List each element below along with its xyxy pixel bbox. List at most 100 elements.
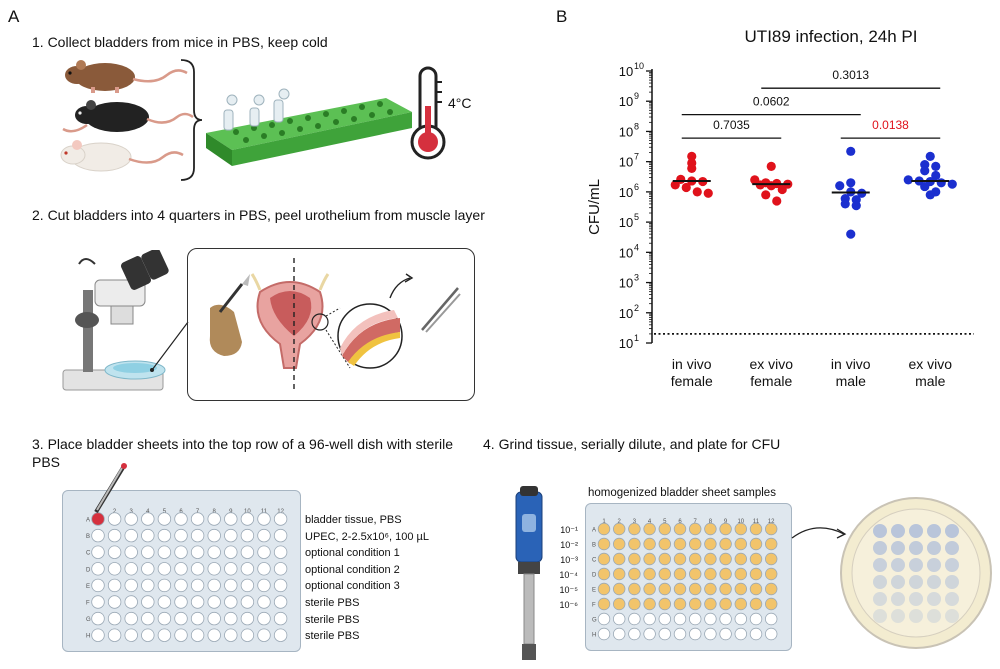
well — [224, 611, 238, 626]
well — [174, 512, 188, 526]
well — [157, 611, 172, 626]
well — [658, 582, 672, 596]
well — [224, 512, 238, 526]
y-tick-exponent: 7 — [634, 152, 639, 162]
colony-spot — [927, 592, 941, 606]
plate-row-label: bladder tissue, PBS — [305, 514, 402, 526]
colony-spot — [927, 524, 941, 538]
well — [107, 528, 122, 543]
well — [257, 562, 271, 576]
well — [190, 628, 205, 642]
forceps-icon — [421, 287, 461, 333]
well — [643, 552, 656, 566]
plate-row-label: optional condition 2 — [305, 563, 400, 576]
plate-col-label: 4 — [146, 509, 150, 515]
x-tick-label-line1: in vivo — [672, 356, 712, 372]
microscope-icon — [62, 250, 169, 391]
well — [749, 597, 763, 611]
well — [141, 512, 155, 526]
plate-row-letter: F — [86, 601, 90, 607]
dilution-label: 10⁻² — [560, 540, 578, 550]
plate-col-label: 2 — [113, 509, 117, 515]
white-mouse-icon — [60, 140, 184, 172]
dilution-label: 10⁻¹ — [560, 525, 578, 535]
well — [719, 597, 732, 611]
well — [107, 562, 122, 576]
data-point — [920, 166, 930, 176]
well — [597, 582, 611, 596]
dilution-label: 10⁻³ — [560, 555, 578, 565]
data-point — [851, 201, 861, 211]
well — [764, 552, 778, 566]
well — [273, 528, 288, 543]
y-tick-exponent: 3 — [634, 273, 639, 283]
plate-col-label: 6 — [678, 519, 682, 525]
well — [704, 582, 717, 596]
well — [628, 537, 641, 551]
well — [749, 552, 763, 566]
well — [597, 552, 611, 566]
p-value-label: 0.0138 — [872, 118, 909, 132]
plate-row-letter: D — [86, 567, 91, 573]
well — [224, 562, 238, 576]
y-tick-exponent: 8 — [634, 121, 639, 131]
step-4-text: 4. Grind tissue, serially dilute, and pl… — [483, 436, 781, 452]
well — [174, 545, 188, 559]
well — [734, 522, 748, 536]
well — [613, 612, 626, 626]
y-tick-label: 10 — [619, 336, 633, 351]
step-2-text: 2. Cut bladders into 4 quarters in PBS, … — [32, 207, 485, 223]
colony-spot — [909, 609, 923, 623]
well — [643, 582, 656, 596]
well — [628, 582, 641, 596]
well — [719, 552, 732, 566]
well — [673, 612, 687, 626]
plate-row-label: sterile PBS — [305, 613, 360, 626]
well — [107, 628, 122, 642]
well — [688, 612, 702, 626]
well — [643, 567, 656, 581]
well — [688, 552, 702, 566]
well — [207, 512, 221, 526]
well — [749, 567, 763, 581]
well — [688, 627, 702, 641]
dissection-illustration — [209, 258, 461, 392]
well — [628, 567, 641, 581]
well — [658, 537, 672, 551]
well — [107, 611, 122, 626]
well — [190, 562, 205, 576]
data-point — [835, 181, 845, 191]
well — [273, 562, 288, 576]
well — [257, 578, 271, 593]
well — [107, 578, 122, 593]
plate-col-label: 7 — [196, 509, 200, 515]
plate-row-letter: A — [86, 518, 90, 524]
dilution-label: 10⁻⁴ — [559, 570, 578, 580]
step-3-text: 3. Place bladder sheets into the top row… — [32, 436, 454, 470]
well — [174, 528, 188, 543]
well — [273, 512, 288, 526]
well — [704, 522, 717, 536]
data-point — [925, 151, 935, 161]
y-tick-exponent: 6 — [634, 182, 639, 192]
well — [613, 627, 626, 641]
p-value-label: 0.7035 — [713, 118, 750, 132]
plate-row-letter: E — [86, 584, 90, 590]
well — [597, 612, 611, 626]
colony-spot — [945, 541, 959, 555]
well — [240, 595, 255, 609]
well — [749, 537, 763, 551]
well — [91, 512, 105, 526]
well — [764, 567, 778, 581]
well — [157, 512, 172, 526]
data-point — [931, 170, 941, 181]
x-tick-label-line2: female — [671, 373, 713, 389]
well — [174, 595, 188, 609]
colony-spot — [873, 575, 887, 589]
y-tick-label: 10 — [619, 64, 633, 79]
well — [141, 545, 155, 559]
x-tick-label-line2: male — [836, 373, 867, 389]
well — [704, 597, 717, 611]
y-tick-label: 10 — [619, 94, 633, 109]
well — [688, 582, 702, 596]
